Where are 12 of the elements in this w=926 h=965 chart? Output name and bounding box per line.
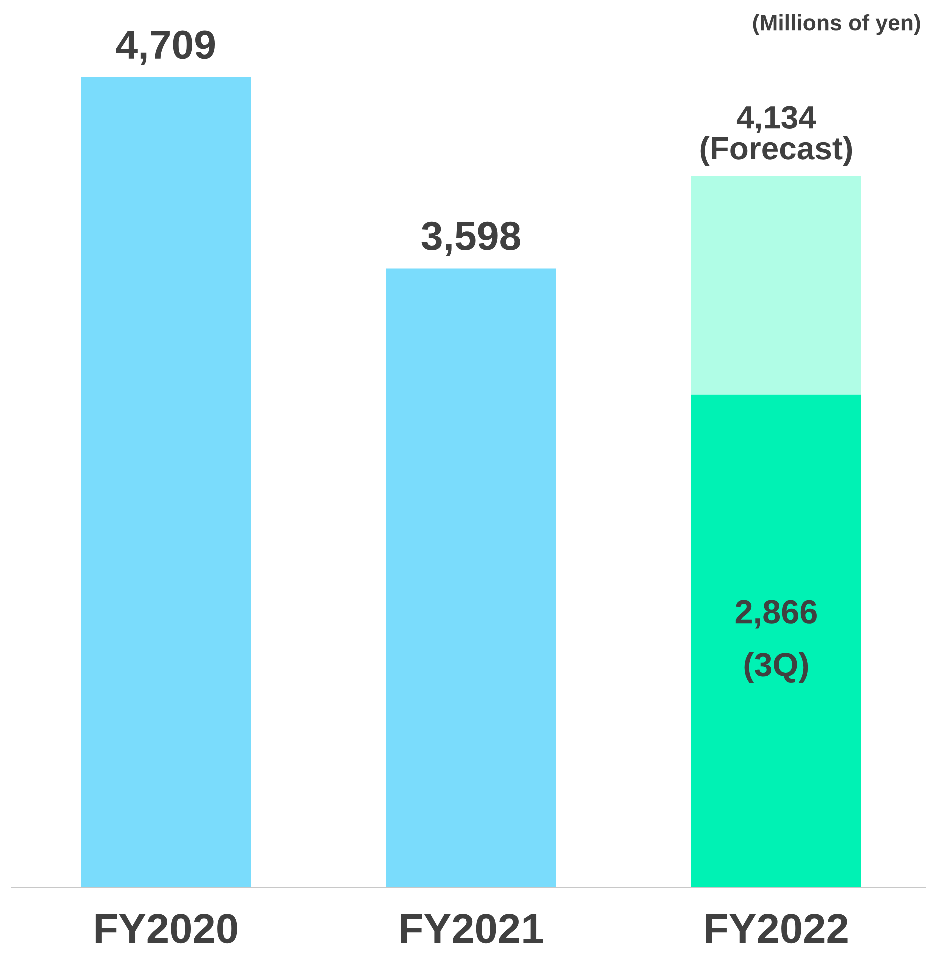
x-tick-label: FY2020 [96, 914, 238, 944]
bar [691, 394, 862, 888]
x-tick-label: FY2021 [401, 914, 544, 944]
data-label: 4,709 [116, 30, 216, 66]
total-label: 4,134 (Forecast) [700, 106, 852, 166]
x-tick-label: FY2022 [706, 914, 848, 944]
bar [691, 176, 862, 395]
data-label: 3,598 [422, 222, 520, 256]
bar [386, 268, 556, 888]
data-label: 2,866 (3Q) [736, 600, 817, 684]
bar [81, 78, 252, 888]
text: (Millions of yen) [753, 14, 920, 36]
